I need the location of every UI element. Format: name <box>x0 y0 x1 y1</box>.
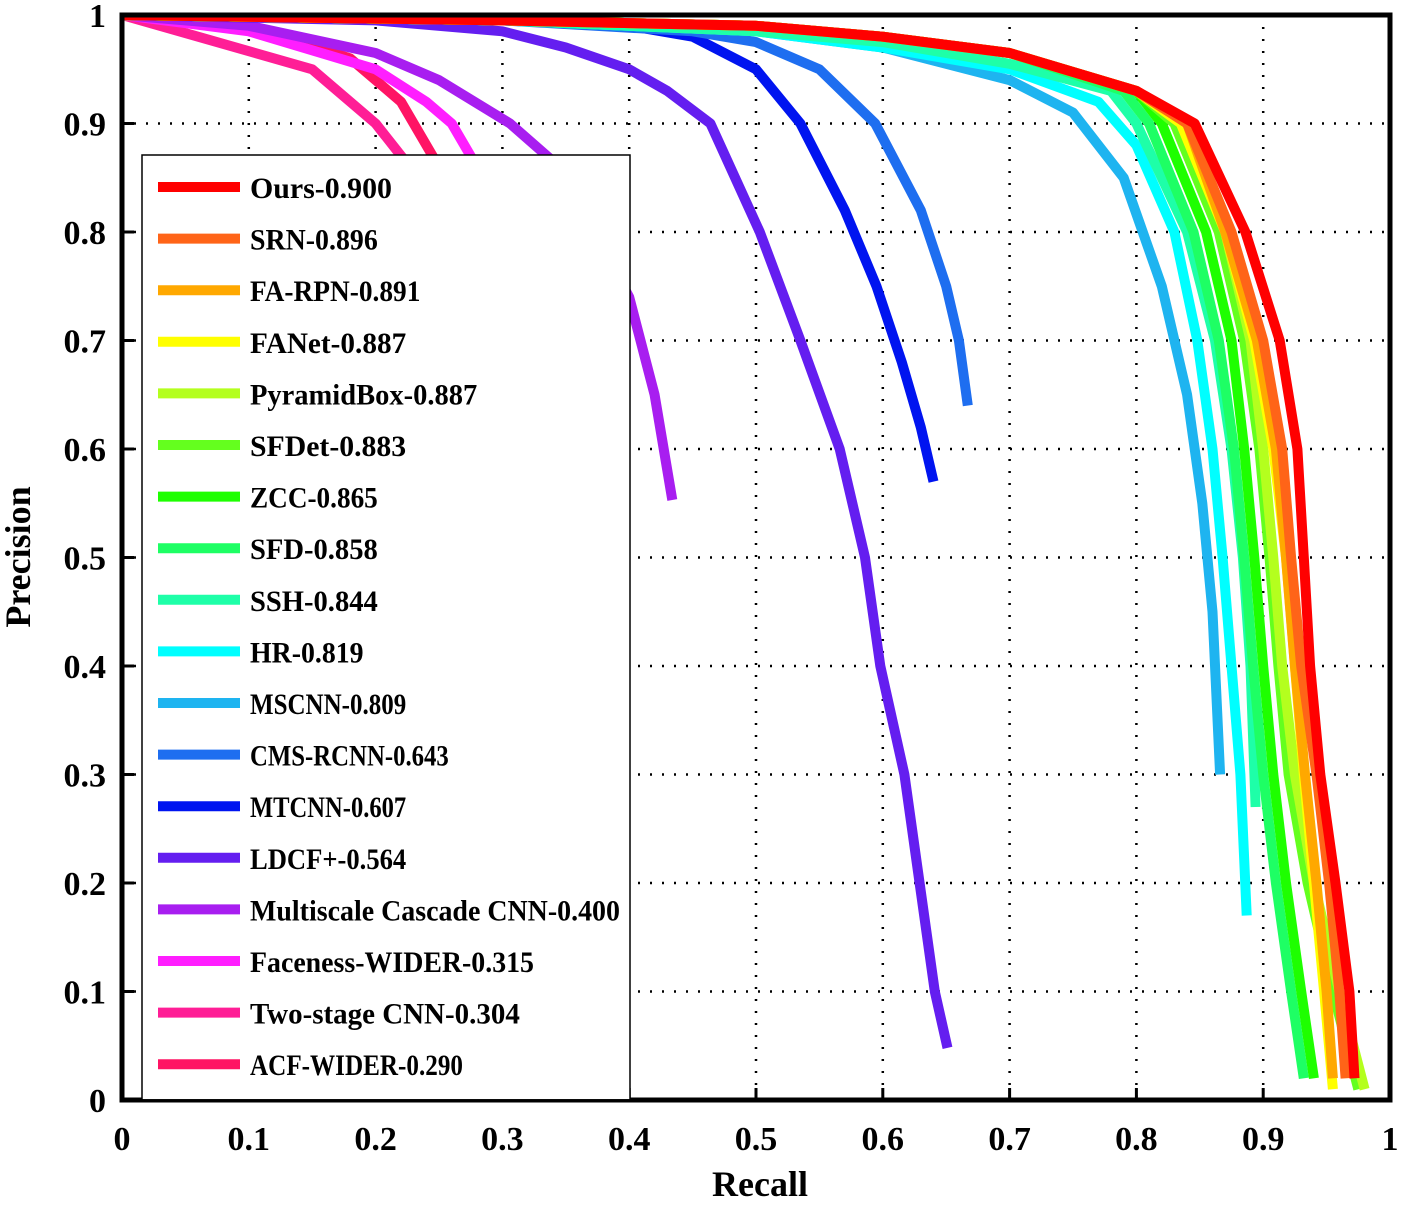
legend-label: Faceness-WIDER-0.315 <box>250 946 534 979</box>
y-tick-label: 0.2 <box>64 866 107 903</box>
series-line <box>122 15 678 501</box>
x-tick-label: 0.5 <box>735 1121 778 1158</box>
legend-label: SRN-0.896 <box>250 224 378 257</box>
legend-label: MTCNN-0.607 <box>250 791 406 824</box>
series-line <box>122 15 1360 1079</box>
y-tick-label: 0.4 <box>64 649 107 686</box>
series-line <box>122 15 953 1049</box>
x-tick-label: 0.2 <box>354 1121 397 1158</box>
legend-label: LDCF+-0.564 <box>250 843 406 876</box>
legend-label: ACF-WIDER-0.290 <box>250 1049 463 1082</box>
y-tick-label: 0.3 <box>64 758 107 795</box>
y-tick-label: 0.5 <box>64 541 107 578</box>
x-tick-label: 0.3 <box>481 1121 524 1158</box>
x-axis-label: Recall <box>712 1164 808 1201</box>
legend-label: MSCNN-0.809 <box>250 688 406 721</box>
legend: Ours-0.900 SRN-0.896 FA-RPN-0.891 FANet-0.8… <box>141 154 631 1101</box>
legend-label: SSH-0.844 <box>250 585 378 618</box>
ticks: 0 0.1 0.2 0.3 0.4 0.5 0.6 0.7 0.8 0.9 1 0 0.1 0.2 0.3 0… <box>64 0 1399 1158</box>
legend-label: FA-RPN-0.891 <box>250 275 420 308</box>
legend-label: FANet-0.887 <box>250 327 406 360</box>
legend-label: HR-0.819 <box>250 636 364 669</box>
y-tick-label: 0.7 <box>64 324 107 361</box>
x-tick-label: 0.9 <box>1242 1121 1285 1158</box>
y-tick-label: 0.6 <box>64 432 107 469</box>
legend-label: CMS-RCNN-0.643 <box>250 740 449 773</box>
legend-box <box>141 154 631 1101</box>
x-tick-label: 0.6 <box>862 1121 905 1158</box>
legend-label: ZCC-0.865 <box>250 482 378 515</box>
series-line <box>122 15 414 170</box>
legend-label: SFDet-0.883 <box>250 430 406 463</box>
y-axis-label: Precision <box>0 486 38 627</box>
legend-label: SFD-0.858 <box>250 533 378 566</box>
x-tick-label: 0 <box>114 1121 131 1158</box>
y-tick-label: 0.1 <box>64 975 107 1012</box>
x-tick-label: 0.4 <box>608 1121 651 1158</box>
legend-label: Multiscale Cascade CNN-0.400 <box>250 894 620 927</box>
legend-label: Two-stage CNN-0.304 <box>250 998 520 1031</box>
x-tick-label: 0.8 <box>1115 1121 1158 1158</box>
y-tick-label: 1 <box>89 0 106 35</box>
x-tick-label: 0.1 <box>228 1121 271 1158</box>
legend-label: Ours-0.900 <box>250 172 392 205</box>
y-tick-label: 0 <box>89 1083 106 1120</box>
legend-label: PyramidBox-0.887 <box>250 378 477 411</box>
x-tick-label: 0.7 <box>988 1121 1031 1158</box>
y-tick-label: 0.9 <box>64 107 107 144</box>
x-tick-label: 1 <box>1382 1121 1399 1158</box>
y-tick-label: 0.8 <box>64 215 107 252</box>
